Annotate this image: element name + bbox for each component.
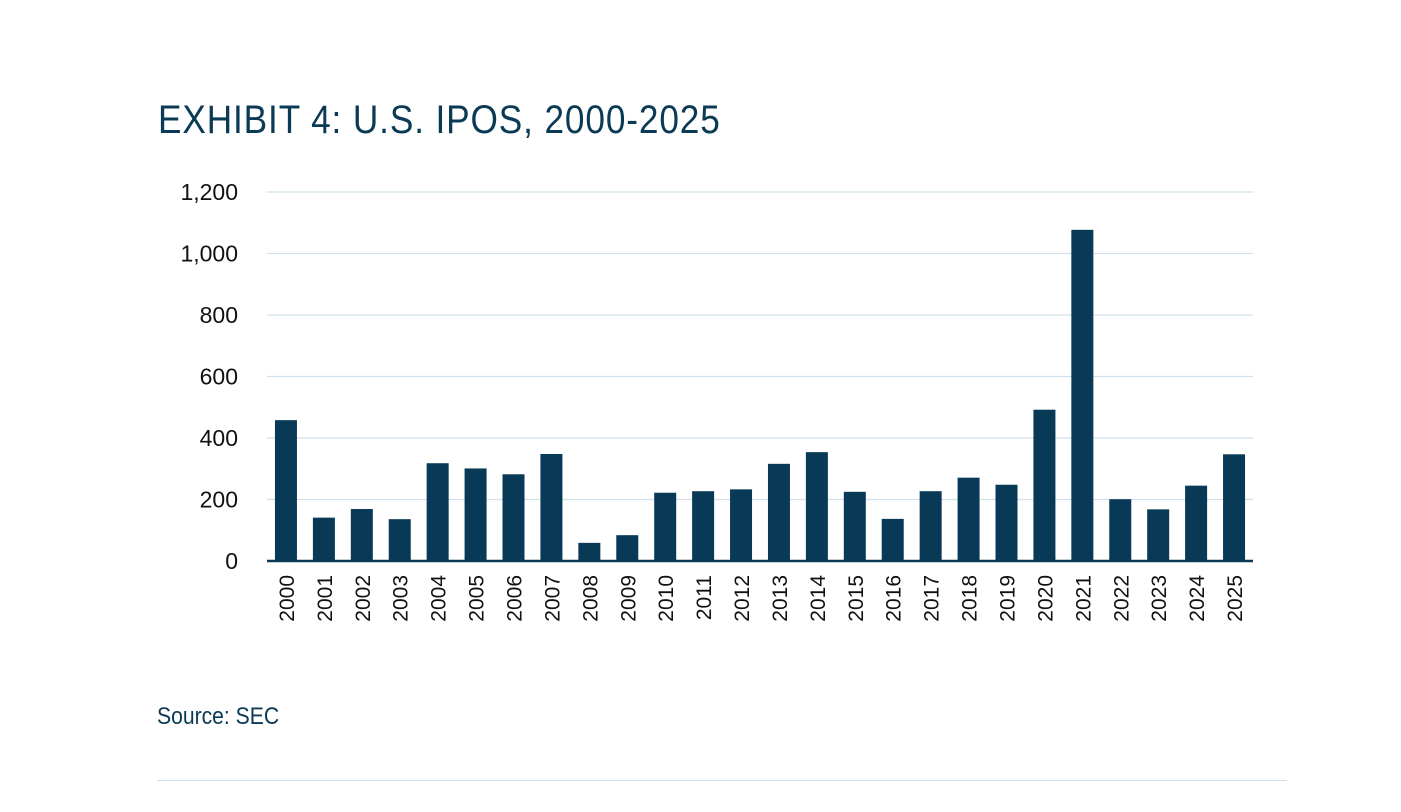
bar-2006 xyxy=(502,474,525,561)
bar-2000 xyxy=(274,420,297,561)
x-tick-label: 2002 xyxy=(352,575,375,622)
x-tick-label: 2013 xyxy=(769,575,792,622)
x-tick-label: 2019 xyxy=(997,575,1020,622)
bar-2015 xyxy=(843,491,866,561)
y-tick-label: 600 xyxy=(200,364,238,390)
bar-2023 xyxy=(1147,509,1170,561)
x-tick-label: 2006 xyxy=(504,575,527,622)
bar-2014 xyxy=(805,452,828,561)
x-tick-label: 2007 xyxy=(541,575,564,622)
x-tick-label: 2020 xyxy=(1034,575,1057,622)
chart-title: EXHIBIT 4: U.S. IPOS, 2000-2025 xyxy=(158,98,721,142)
x-tick-label: 2009 xyxy=(617,575,640,622)
y-tick-label: 200 xyxy=(200,487,238,513)
x-tick-label: 2018 xyxy=(959,575,982,622)
bar-2001 xyxy=(312,517,335,561)
gridlines xyxy=(267,191,1253,501)
y-tick-label: 1,200 xyxy=(180,179,238,205)
bar-2022 xyxy=(1109,499,1132,561)
x-tick-label: 2008 xyxy=(579,575,602,622)
x-tick-label: 2001 xyxy=(314,575,337,622)
x-tick-label: 2000 xyxy=(276,575,299,622)
y-tick-label: 1,000 xyxy=(180,241,238,267)
y-tick-label: 800 xyxy=(200,302,238,328)
bar-2012 xyxy=(730,489,753,561)
x-tick-label: 2022 xyxy=(1110,575,1133,622)
bars xyxy=(274,229,1246,561)
x-tick-label: 2003 xyxy=(390,575,413,622)
x-tick-label: 2025 xyxy=(1224,575,1247,622)
x-tick-label: 2012 xyxy=(731,575,754,622)
bar-2005 xyxy=(464,468,487,561)
bar-2024 xyxy=(1185,485,1208,561)
x-tick-label: 2023 xyxy=(1148,575,1171,622)
bar-2025 xyxy=(1223,454,1246,561)
bar-2003 xyxy=(388,519,411,561)
bar-2016 xyxy=(881,518,904,561)
bar-2004 xyxy=(426,463,449,561)
y-tick-label: 400 xyxy=(200,425,238,451)
bar-2002 xyxy=(350,509,373,561)
x-tick-label: 2011 xyxy=(693,575,716,620)
x-tick-label: 2015 xyxy=(845,575,868,622)
y-tick-label: 0 xyxy=(225,548,238,574)
bar-2020 xyxy=(1033,409,1056,561)
footer-divider xyxy=(157,780,1287,781)
x-tick-label: 2010 xyxy=(655,575,678,622)
bar-2008 xyxy=(578,542,601,561)
bar-2010 xyxy=(654,492,677,561)
bar-2021 xyxy=(1071,229,1094,561)
bar-2011 xyxy=(692,491,715,561)
bar-2009 xyxy=(616,535,639,561)
x-tick-label: 2024 xyxy=(1186,575,1209,622)
source-note: Source: SEC xyxy=(157,703,280,730)
x-tick-label: 2021 xyxy=(1072,575,1095,622)
bar-2013 xyxy=(767,463,790,561)
x-tick-label: 2004 xyxy=(428,575,451,622)
tick-labels: 0 200 400 600 800 1,000 1,200 2000 2001 2002 2003 2… xyxy=(180,179,1247,622)
bar-2017 xyxy=(919,491,942,561)
x-tick-label: 2017 xyxy=(921,575,944,622)
x-tick-label: 2016 xyxy=(883,575,906,622)
bar-2019 xyxy=(995,484,1018,561)
x-tick-label: 2014 xyxy=(807,575,830,622)
x-tick-label: 2005 xyxy=(466,575,489,622)
bar-2007 xyxy=(540,453,563,561)
bar-2018 xyxy=(957,477,980,561)
